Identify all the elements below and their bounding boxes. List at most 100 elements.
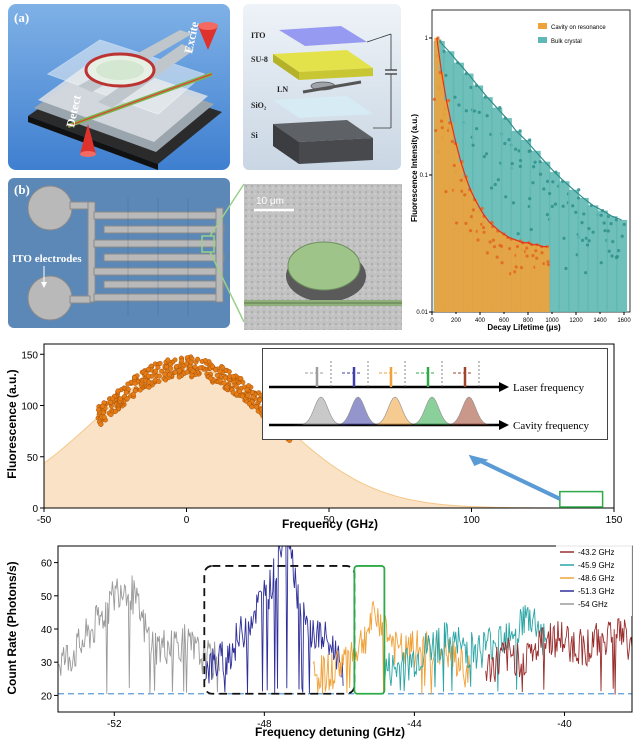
spectrum-data-point xyxy=(202,357,208,363)
decay-data-point xyxy=(514,147,518,151)
decay-data-point xyxy=(432,97,437,101)
decay-x-minor-tick-label: 1000 xyxy=(545,318,559,324)
count-legend-label: -51.3 GHz xyxy=(578,587,614,596)
spectrum-data-point xyxy=(117,396,123,402)
count-x-tick-label: -52 xyxy=(107,719,122,730)
spectrum-data-point xyxy=(220,365,226,371)
layer-label-ln: LN xyxy=(277,85,288,94)
spectrum-data-point xyxy=(224,384,230,390)
decay-data-point xyxy=(481,225,486,230)
spectrum-data-point xyxy=(209,363,215,369)
spectrum-x-tick-label: 150 xyxy=(606,515,623,526)
laser-frequency-label: Laser frequency xyxy=(513,382,585,394)
decay-bar-cavity xyxy=(506,237,512,312)
spectrum-data-point xyxy=(245,392,251,398)
decay-y-axis-label: Fluorescence Intensity (a.u.) xyxy=(410,114,419,222)
spectrum-data-point xyxy=(239,393,245,399)
decay-bar-cavity xyxy=(520,242,526,312)
decay-data-point xyxy=(553,202,558,206)
decay-data-point xyxy=(531,181,535,185)
decay-data-point xyxy=(489,186,494,190)
decay-bar-bulk xyxy=(577,197,589,312)
decay-data-point xyxy=(548,191,552,196)
decay-bar-cavity xyxy=(477,208,483,312)
panel-a-label: (a) xyxy=(14,10,29,25)
ito-electrodes-label: ITO electrodes xyxy=(12,253,82,265)
decay-bar-bulk xyxy=(548,172,560,312)
decay-data-point xyxy=(507,138,511,142)
count-series-line xyxy=(58,575,220,694)
decay-data-point xyxy=(469,85,473,90)
spectrum-data-point xyxy=(249,390,255,396)
excite-beam-icon xyxy=(198,26,218,50)
decay-x-tick-label: 0 xyxy=(430,318,434,324)
decay-data-point xyxy=(546,179,550,184)
laser-arrow-icon xyxy=(499,382,509,392)
decay-data-point xyxy=(439,119,444,123)
decay-x-minor-tick-label: 1400 xyxy=(593,318,607,324)
count-legend-label: -54 GHz xyxy=(578,600,608,609)
inset-cavity-peak xyxy=(368,396,422,426)
decay-data-point xyxy=(492,245,497,249)
layer-stack-drawing: ITO SU-8 LN SiO₂ Si xyxy=(251,26,397,164)
spectrum-data-point xyxy=(159,368,165,374)
spectrum-data-point xyxy=(145,366,151,372)
spectrum-data-point xyxy=(168,365,174,371)
spectrum-data-point xyxy=(217,369,223,375)
decay-data-point xyxy=(498,106,502,110)
count-series-line xyxy=(312,601,472,695)
decay-data-point xyxy=(516,232,520,236)
decay-data-point xyxy=(620,234,624,238)
decay-data-point xyxy=(609,222,613,226)
decay-bar-cavity xyxy=(453,143,459,312)
detect-beam-icon xyxy=(80,124,96,154)
spectrum-data-point xyxy=(250,394,256,400)
decay-data-point xyxy=(444,73,448,78)
spectrum-data-point xyxy=(157,360,163,366)
decay-data-point xyxy=(528,149,532,153)
decay-bar-bulk xyxy=(472,85,484,312)
spectrum-data-point xyxy=(222,375,228,381)
decay-data-point xyxy=(546,260,550,264)
spectrum-data-point xyxy=(184,369,190,375)
decay-bar-cavity xyxy=(525,242,531,312)
decay-data-point xyxy=(525,246,529,250)
spectrum-x-tick-label: 50 xyxy=(323,515,335,526)
decay-data-point xyxy=(546,263,550,267)
cavity-arrow-icon xyxy=(499,420,509,430)
spectrum-data-point xyxy=(101,414,107,420)
decay-fit-curve-cavity xyxy=(436,37,548,248)
cavity-frequency-label: Cavity frequency xyxy=(513,420,590,432)
spectrum-x-axis-label: Frequency (GHz) xyxy=(282,517,378,531)
decay-data-point xyxy=(582,212,586,216)
decay-data-point xyxy=(434,128,438,133)
spectrum-y-tick-label: 50 xyxy=(27,453,39,464)
decay-data-point xyxy=(495,255,499,259)
decay-data-point xyxy=(475,127,479,131)
spectrum-data-point xyxy=(130,391,136,397)
spectrum-y-tick-label: 0 xyxy=(32,504,38,515)
decay-x-tick-label: 400 xyxy=(475,318,486,324)
decay-data-point xyxy=(528,197,532,201)
zoom-connector-lines xyxy=(210,183,245,323)
spectrum-data-point xyxy=(108,412,114,418)
spectrum-data-point xyxy=(100,403,106,409)
decay-data-point xyxy=(606,229,610,233)
decay-bar-cavity xyxy=(511,239,517,312)
decay-data-point xyxy=(477,110,481,114)
decay-data-point xyxy=(482,230,486,234)
decay-bar-cavity xyxy=(482,216,488,312)
count-y-tick-label: 60 xyxy=(41,559,53,570)
decay-data-point xyxy=(488,240,492,244)
spectrum-data-point xyxy=(217,378,223,384)
decay-bar-cavity xyxy=(539,246,545,312)
sem-drawing: 10 μm xyxy=(244,184,402,330)
decay-data-point xyxy=(610,254,614,258)
decay-data-point xyxy=(442,49,446,53)
decay-data-point xyxy=(571,204,575,208)
decay-data-point xyxy=(450,139,454,144)
decay-data-point xyxy=(503,141,507,146)
decay-data-point xyxy=(614,218,619,222)
spectrum-data-point xyxy=(113,408,119,414)
inset-cavity-peak xyxy=(294,396,348,426)
